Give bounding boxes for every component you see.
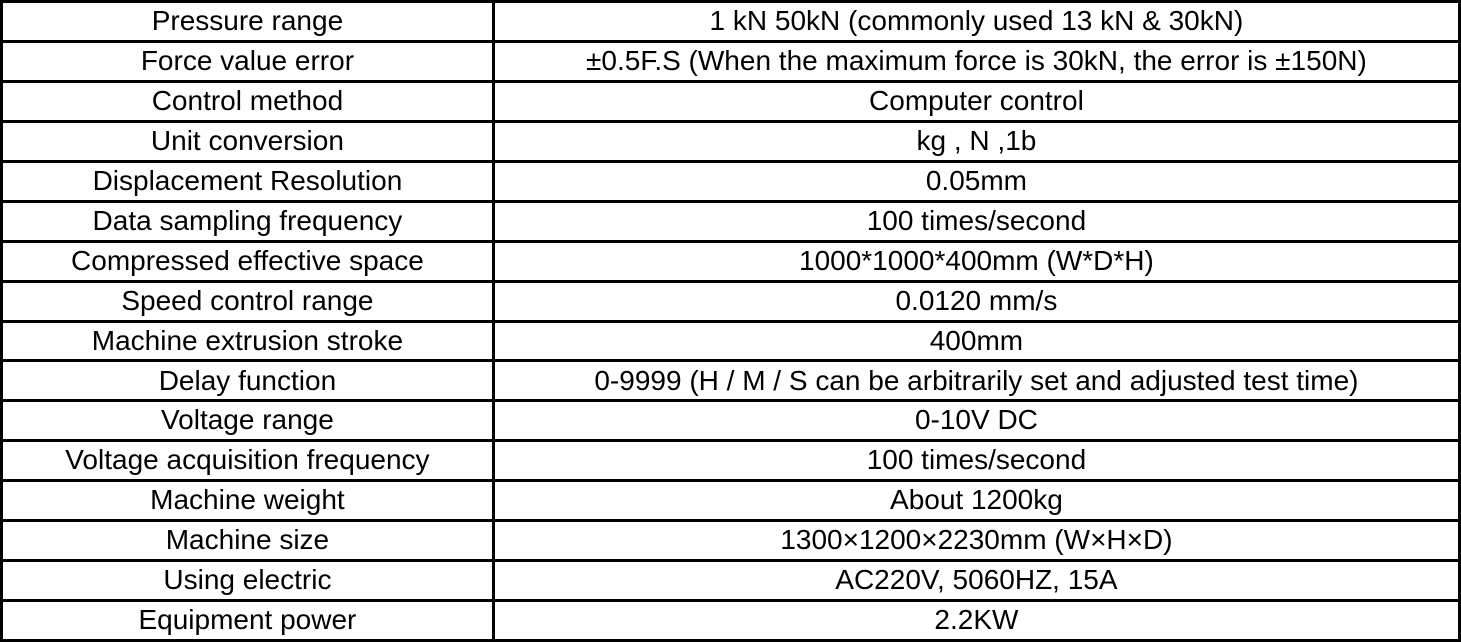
table-row: Using electric AC220V, 5060HZ, 15A — [0, 559, 1461, 603]
spec-label-force-value-error: Force value error — [0, 39, 495, 83]
table-row: Machine size 1300×1200×2230mm (W×H×D) — [0, 519, 1461, 563]
spec-label-delay-function: Delay function — [0, 359, 495, 403]
spec-value-machine-extrusion-stroke: 400mm — [491, 319, 1461, 363]
spec-label-machine-size: Machine size — [0, 519, 495, 563]
table-row: Force value error ±0.5F.S (When the maxi… — [0, 39, 1461, 83]
table-row: Control method Computer control — [0, 79, 1461, 123]
spec-value-displacement-resolution: 0.05mm — [491, 159, 1461, 203]
spec-value-voltage-acquisition-frequency: 100 times/second — [491, 439, 1461, 483]
table-row: Voltage range 0-10V DC — [0, 399, 1461, 443]
table-row: Unit conversion kg , N ,1b — [0, 119, 1461, 163]
spec-label-machine-extrusion-stroke: Machine extrusion stroke — [0, 319, 495, 363]
spec-value-unit-conversion: kg , N ,1b — [491, 119, 1461, 163]
spec-value-equipment-power: 2.2KW — [491, 599, 1461, 642]
table-row: Voltage acquisition frequency 100 times/… — [0, 439, 1461, 483]
spec-value-machine-weight: About 1200kg — [491, 479, 1461, 523]
spec-value-speed-control-range: 0.0120 mm/s — [491, 279, 1461, 323]
spec-value-delay-function: 0-9999 (H / M / S can be arbitrarily set… — [491, 359, 1461, 403]
table-row: Machine extrusion stroke 400mm — [0, 319, 1461, 363]
spec-label-data-sampling-frequency: Data sampling frequency — [0, 199, 495, 243]
table-row: Compressed effective space 1000*1000*400… — [0, 239, 1461, 283]
spec-label-pressure-range: Pressure range — [0, 0, 495, 43]
table-row: Speed control range 0.0120 mm/s — [0, 279, 1461, 323]
spec-label-unit-conversion: Unit conversion — [0, 119, 495, 163]
spec-value-using-electric: AC220V, 5060HZ, 15A — [491, 559, 1461, 603]
spec-label-voltage-acquisition-frequency: Voltage acquisition frequency — [0, 439, 495, 483]
spec-label-speed-control-range: Speed control range — [0, 279, 495, 323]
spec-value-compressed-effective-space: 1000*1000*400mm (W*D*H) — [491, 239, 1461, 283]
spec-value-force-value-error: ±0.5F.S (When the maximum force is 30kN,… — [491, 39, 1461, 83]
spec-label-compressed-effective-space: Compressed effective space — [0, 239, 495, 283]
spec-value-voltage-range: 0-10V DC — [491, 399, 1461, 443]
spec-label-machine-weight: Machine weight — [0, 479, 495, 523]
table-row: Equipment power 2.2KW — [0, 599, 1461, 642]
spec-value-control-method: Computer control — [491, 79, 1461, 123]
spec-value-data-sampling-frequency: 100 times/second — [491, 199, 1461, 243]
spec-label-displacement-resolution: Displacement Resolution — [0, 159, 495, 203]
spec-value-machine-size: 1300×1200×2230mm (W×H×D) — [491, 519, 1461, 563]
spec-label-using-electric: Using electric — [0, 559, 495, 603]
table-row: Delay function 0-9999 (H / M / S can be … — [0, 359, 1461, 403]
spec-value-pressure-range: 1 kN 50kN (commonly used 13 kN & 30kN) — [491, 0, 1461, 43]
table-row: Machine weight About 1200kg — [0, 479, 1461, 523]
spec-label-voltage-range: Voltage range — [0, 399, 495, 443]
table-row: Pressure range 1 kN 50kN (commonly used … — [0, 0, 1461, 43]
table-row: Displacement Resolution 0.05mm — [0, 159, 1461, 203]
table-row: Data sampling frequency 100 times/second — [0, 199, 1461, 243]
spec-label-control-method: Control method — [0, 79, 495, 123]
spec-label-equipment-power: Equipment power — [0, 599, 495, 642]
